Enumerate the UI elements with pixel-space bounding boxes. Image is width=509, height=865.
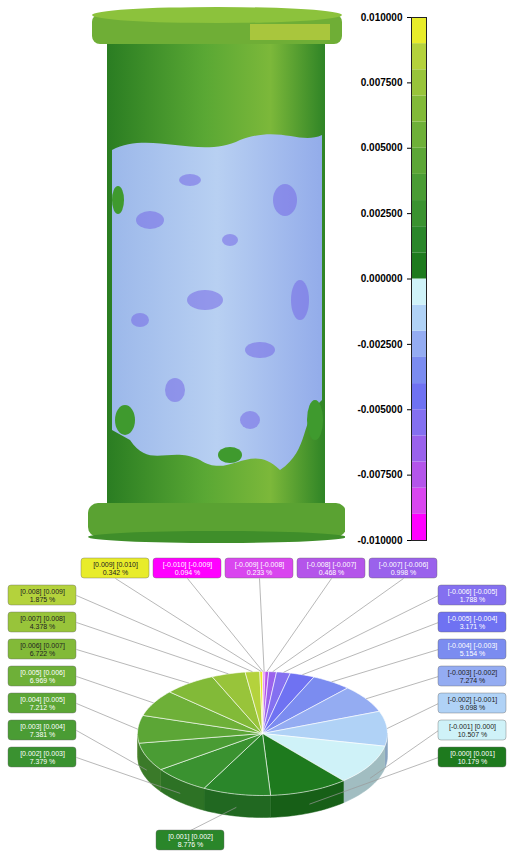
svg-text:[0.003] [0.004]7.381 %: [0.003] [0.004]7.381 % bbox=[20, 723, 65, 738]
svg-text:[0.005] [0.006]6.969 %: [0.005] [0.006]6.969 % bbox=[20, 669, 65, 684]
svg-text:[0.006] [0.007]6.722 %: [0.006] [0.007]6.722 % bbox=[20, 642, 65, 657]
svg-text:-0.010000: -0.010000 bbox=[357, 535, 402, 546]
svg-text:0.010000: 0.010000 bbox=[361, 12, 403, 23]
svg-text:-0.007500: -0.007500 bbox=[357, 469, 402, 480]
svg-text:[-0.008] [-0.007]0.468 %: [-0.008] [-0.007]0.468 % bbox=[307, 561, 356, 576]
svg-text:0.005000: 0.005000 bbox=[361, 142, 403, 153]
svg-text:[-0.009] [-0.008]0.233 %: [-0.009] [-0.008]0.233 % bbox=[235, 561, 284, 576]
svg-text:[0.004] [0.005]7.212 %: [0.004] [0.005]7.212 % bbox=[20, 696, 65, 711]
svg-text:[0.002] [0.003]7.379 %: [0.002] [0.003]7.379 % bbox=[20, 750, 65, 765]
svg-text:-0.002500: -0.002500 bbox=[357, 339, 402, 350]
svg-text:[-0.005] [-0.004]3.171 %: [-0.005] [-0.004]3.171 % bbox=[448, 615, 497, 630]
svg-text:[-0.006] [-0.005]1.788 %: [-0.006] [-0.005]1.788 % bbox=[448, 588, 497, 603]
svg-text:[0.008] [0.009]1.875 %: [0.008] [0.009]1.875 % bbox=[20, 588, 65, 603]
svg-text:[0.007] [0.008]4.378 %: [0.007] [0.008]4.378 % bbox=[20, 615, 65, 630]
svg-text:[-0.001] [0.000]10.507 %: [-0.001] [0.000]10.507 % bbox=[449, 723, 496, 738]
svg-text:[-0.010] [-0.009]0.094 %: [-0.010] [-0.009]0.094 % bbox=[163, 561, 212, 576]
svg-text:[0.001] [0.002]8.776 %: [0.001] [0.002]8.776 % bbox=[168, 833, 213, 848]
svg-text:0.000000: 0.000000 bbox=[361, 273, 403, 284]
svg-text:[0.009] [0.010]0.342 %: [0.009] [0.010]0.342 % bbox=[93, 561, 138, 576]
svg-text:[-0.004] [-0.003]5.154 %: [-0.004] [-0.003]5.154 % bbox=[448, 642, 497, 657]
svg-text:[0.000] [0.001]10.179 %: [0.000] [0.001]10.179 % bbox=[450, 750, 495, 765]
svg-text:0.002500: 0.002500 bbox=[361, 208, 403, 219]
svg-text:[-0.007] [-0.006]0.998 %: [-0.007] [-0.006]0.998 % bbox=[379, 561, 428, 576]
svg-text:0.007500: 0.007500 bbox=[361, 77, 403, 88]
svg-text:[-0.003] [-0.002]7.274 %: [-0.003] [-0.002]7.274 % bbox=[448, 669, 497, 684]
svg-text:-0.005000: -0.005000 bbox=[357, 404, 402, 415]
svg-text:[-0.002] [-0.001]9.098 %: [-0.002] [-0.001]9.098 % bbox=[448, 696, 497, 711]
